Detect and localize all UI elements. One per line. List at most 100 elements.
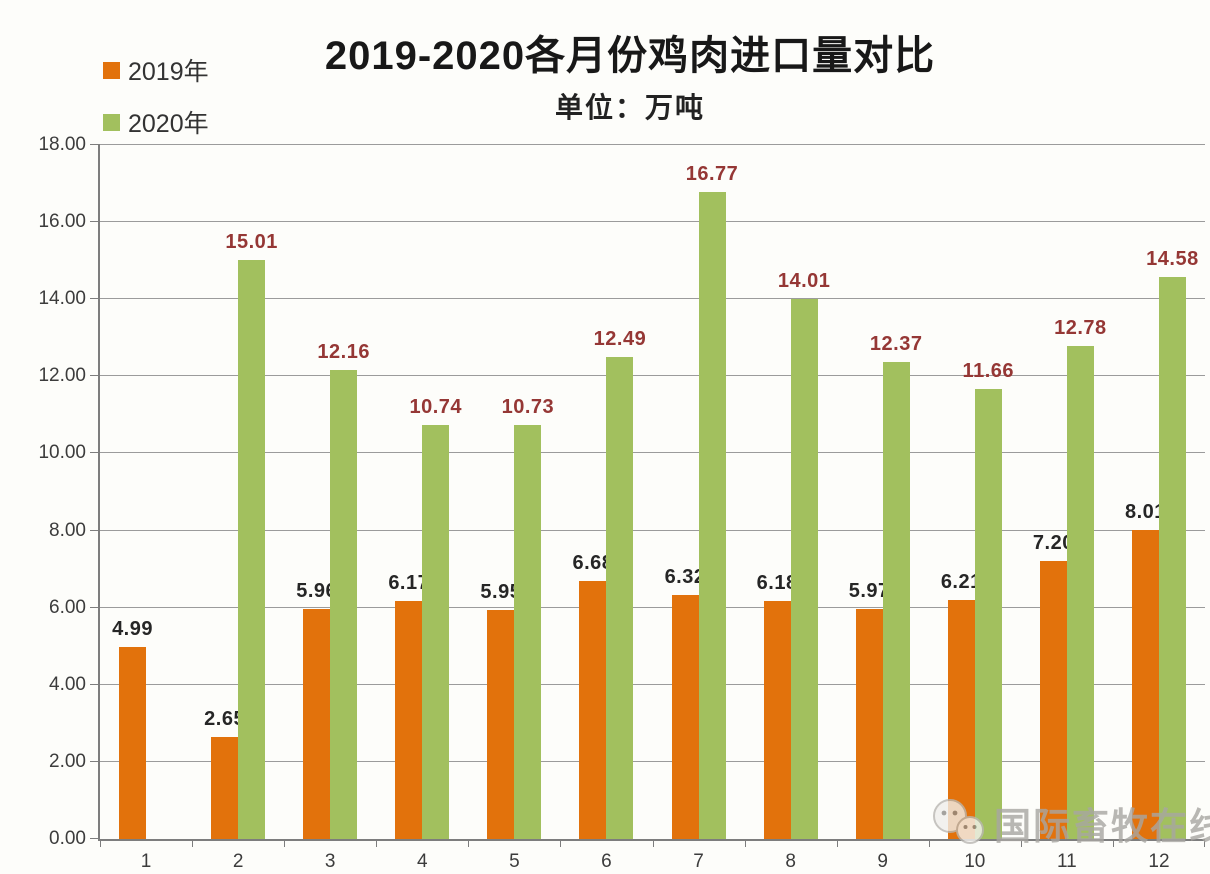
bar-value-label-2019年-month-11: 7.20 [1032, 532, 1074, 555]
bar-value-label-2019年-month-5: 5.95 [480, 580, 522, 603]
bar-group-month-11: 7.20 12.78 [1021, 145, 1113, 839]
bar-slot-2019年-month-5: 5.95 [480, 145, 521, 839]
y-axis-label-8: 8.00 [49, 519, 86, 541]
x-axis-label-month-4: 4 [417, 851, 428, 872]
bar-value-label-2020年-month-4: 10.74 [409, 395, 463, 418]
x-axis-tick [652, 839, 654, 847]
bar-2019年-month-12 [1131, 530, 1159, 839]
y-axis-label-4: 4.00 [49, 673, 86, 695]
x-axis-tick [1112, 839, 1114, 847]
y-axis-label-6: 6.00 [49, 596, 86, 618]
bar-value-label-2020年-month-3: 12.16 [317, 341, 370, 364]
bar-slot-2019年-month-10: 6.21 [941, 145, 981, 839]
bar-value-label-2020年-month-6: 12.49 [593, 328, 647, 351]
bar-group-month-7: 6.32 16.77 [653, 145, 745, 839]
bar-value-label-2020年-month-10: 11.66 [962, 360, 1015, 383]
bar-group-month-10: 6.21 11.66 [929, 145, 1021, 839]
title-block: 2019-2020各月份鸡肉进口量对比 单位：万吨 [230, 34, 1030, 126]
bar-slot-2019年-month-6: 6.68 [572, 145, 613, 839]
y-axis-tick [90, 529, 100, 531]
bar-group-month-12: 8.01 14.58 [1113, 145, 1205, 839]
y-axis-tick [90, 606, 100, 608]
y-axis-tick [90, 298, 100, 300]
bar-slot-2019年-month-7: 6.32 [665, 145, 705, 839]
bar-value-label-2020年-month-5: 10.73 [501, 396, 555, 419]
bar-slot-2020年-month-6: 12.49 [594, 145, 646, 839]
chart-title: 2019-2020各月份鸡肉进口量对比 [324, 34, 936, 78]
x-axis-tick [100, 839, 101, 847]
y-axis-label-18: 18.00 [38, 134, 86, 155]
gridline-6 [100, 606, 1205, 608]
bar-slot-2020年-month-11: 12.78 [1054, 145, 1106, 839]
y-axis-tick [90, 452, 100, 454]
bar-value-label-2019年-month-10: 6.21 [940, 570, 982, 593]
gridline-14 [100, 298, 1205, 300]
legend-label-2020: 2020年 [128, 110, 209, 138]
bar-2020年-month-7 [698, 192, 726, 839]
legend-label-2019: 2019年 [128, 58, 209, 86]
bar-slot-2020年-month-3: 12.16 [317, 145, 369, 839]
bar-slot-2019年-month-2: 2.65 [204, 145, 245, 839]
x-axis-label-month-6: 6 [601, 851, 612, 872]
bar-2019年-month-6 [579, 581, 607, 839]
x-axis-label-month-5: 5 [509, 851, 520, 872]
watermark: 国际畜牧在线 [928, 796, 1210, 850]
x-axis-tick [376, 839, 378, 847]
bar-2019年-month-2 [211, 736, 239, 839]
legend: 2019年 2020年 [103, 52, 209, 140]
y-axis-label-0: 0.00 [49, 828, 86, 849]
x-axis-tick [468, 839, 470, 847]
bar-slot-2020年-month-1 [146, 145, 173, 839]
y-axis-tick [90, 144, 100, 145]
y-axis-tick [90, 683, 100, 685]
bar-value-label-2020年-month-11: 12.78 [1054, 317, 1107, 340]
x-axis-tick [744, 839, 746, 847]
bar-value-label-2019年-month-9: 5.97 [848, 579, 890, 602]
bar-value-label-2019年-month-1: 4.99 [112, 617, 153, 640]
bar-value-label-2020年-month-12: 14.58 [1146, 247, 1199, 270]
bar-value-label-2019年-month-12: 8.01 [1124, 501, 1166, 524]
gridline-12 [100, 375, 1205, 377]
x-axis-label-month-9: 9 [877, 851, 888, 872]
x-axis-label-month-10: 10 [964, 851, 986, 872]
bar-2020年-month-6 [606, 357, 634, 839]
bar-group-month-5: 5.95 10.73 [468, 145, 560, 839]
bar-2019年-month-7 [671, 595, 699, 839]
bar-slot-2019年-month-1: 4.99 [112, 145, 153, 839]
bar-value-label-2020年-month-9: 12.37 [869, 333, 923, 356]
bar-group-month-9: 5.97 12.37 [837, 145, 929, 839]
bar-group-month-4: 6.17 10.74 [376, 145, 468, 839]
bar-slot-2020年-month-9: 12.37 [870, 145, 922, 839]
y-axis-tick [90, 375, 100, 377]
x-axis-label-month-12: 12 [1148, 851, 1170, 872]
bar-value-label-2019年-month-2: 2.65 [204, 707, 246, 730]
x-axis-label-month-7: 7 [693, 851, 704, 872]
bar-2020年-month-4 [422, 424, 450, 839]
plot-area: 0.00 2.00 4.00 6.00 8.00 10.00 12.00 14.00 16.00… [38, 134, 1205, 872]
bar-2020年-month-11 [1066, 346, 1094, 839]
bar-2019年-month-1 [119, 646, 147, 839]
bar-slot-2019年-month-4: 6.17 [388, 145, 429, 839]
bar-2020年-month-3 [330, 370, 358, 839]
bar-value-label-2019年-month-3: 5.96 [296, 580, 338, 603]
gridline-16 [100, 221, 1205, 223]
bar-slot-2019年-month-8: 6.18 [757, 145, 797, 839]
bar-2020年-month-8 [790, 298, 818, 839]
x-axis-tick [192, 839, 194, 847]
gridline-18 [100, 144, 1205, 145]
x-axis-tick [836, 839, 838, 847]
bar-group-month-8: 6.18 14.01 [745, 145, 837, 839]
x-axis-label-month-11: 11 [1057, 851, 1077, 872]
wechat-bubbles-icon [933, 799, 984, 844]
x-axis-label-month-2: 2 [232, 851, 244, 872]
y-axis-tick [90, 838, 100, 839]
bar-2019年-month-10 [947, 599, 975, 839]
bar-value-label-2019年-month-4: 6.17 [388, 572, 430, 595]
bar-slot-2019年-month-11: 7.20 [1033, 145, 1073, 839]
gridline-8 [100, 529, 1205, 531]
gridline-10 [100, 452, 1205, 454]
x-axis-tick [1020, 839, 1022, 847]
bar-group-month-6: 6.68 12.49 [560, 145, 652, 839]
bar-slot-2020年-month-2: 15.01 [225, 145, 277, 839]
bar-2019年-month-3 [303, 609, 331, 839]
